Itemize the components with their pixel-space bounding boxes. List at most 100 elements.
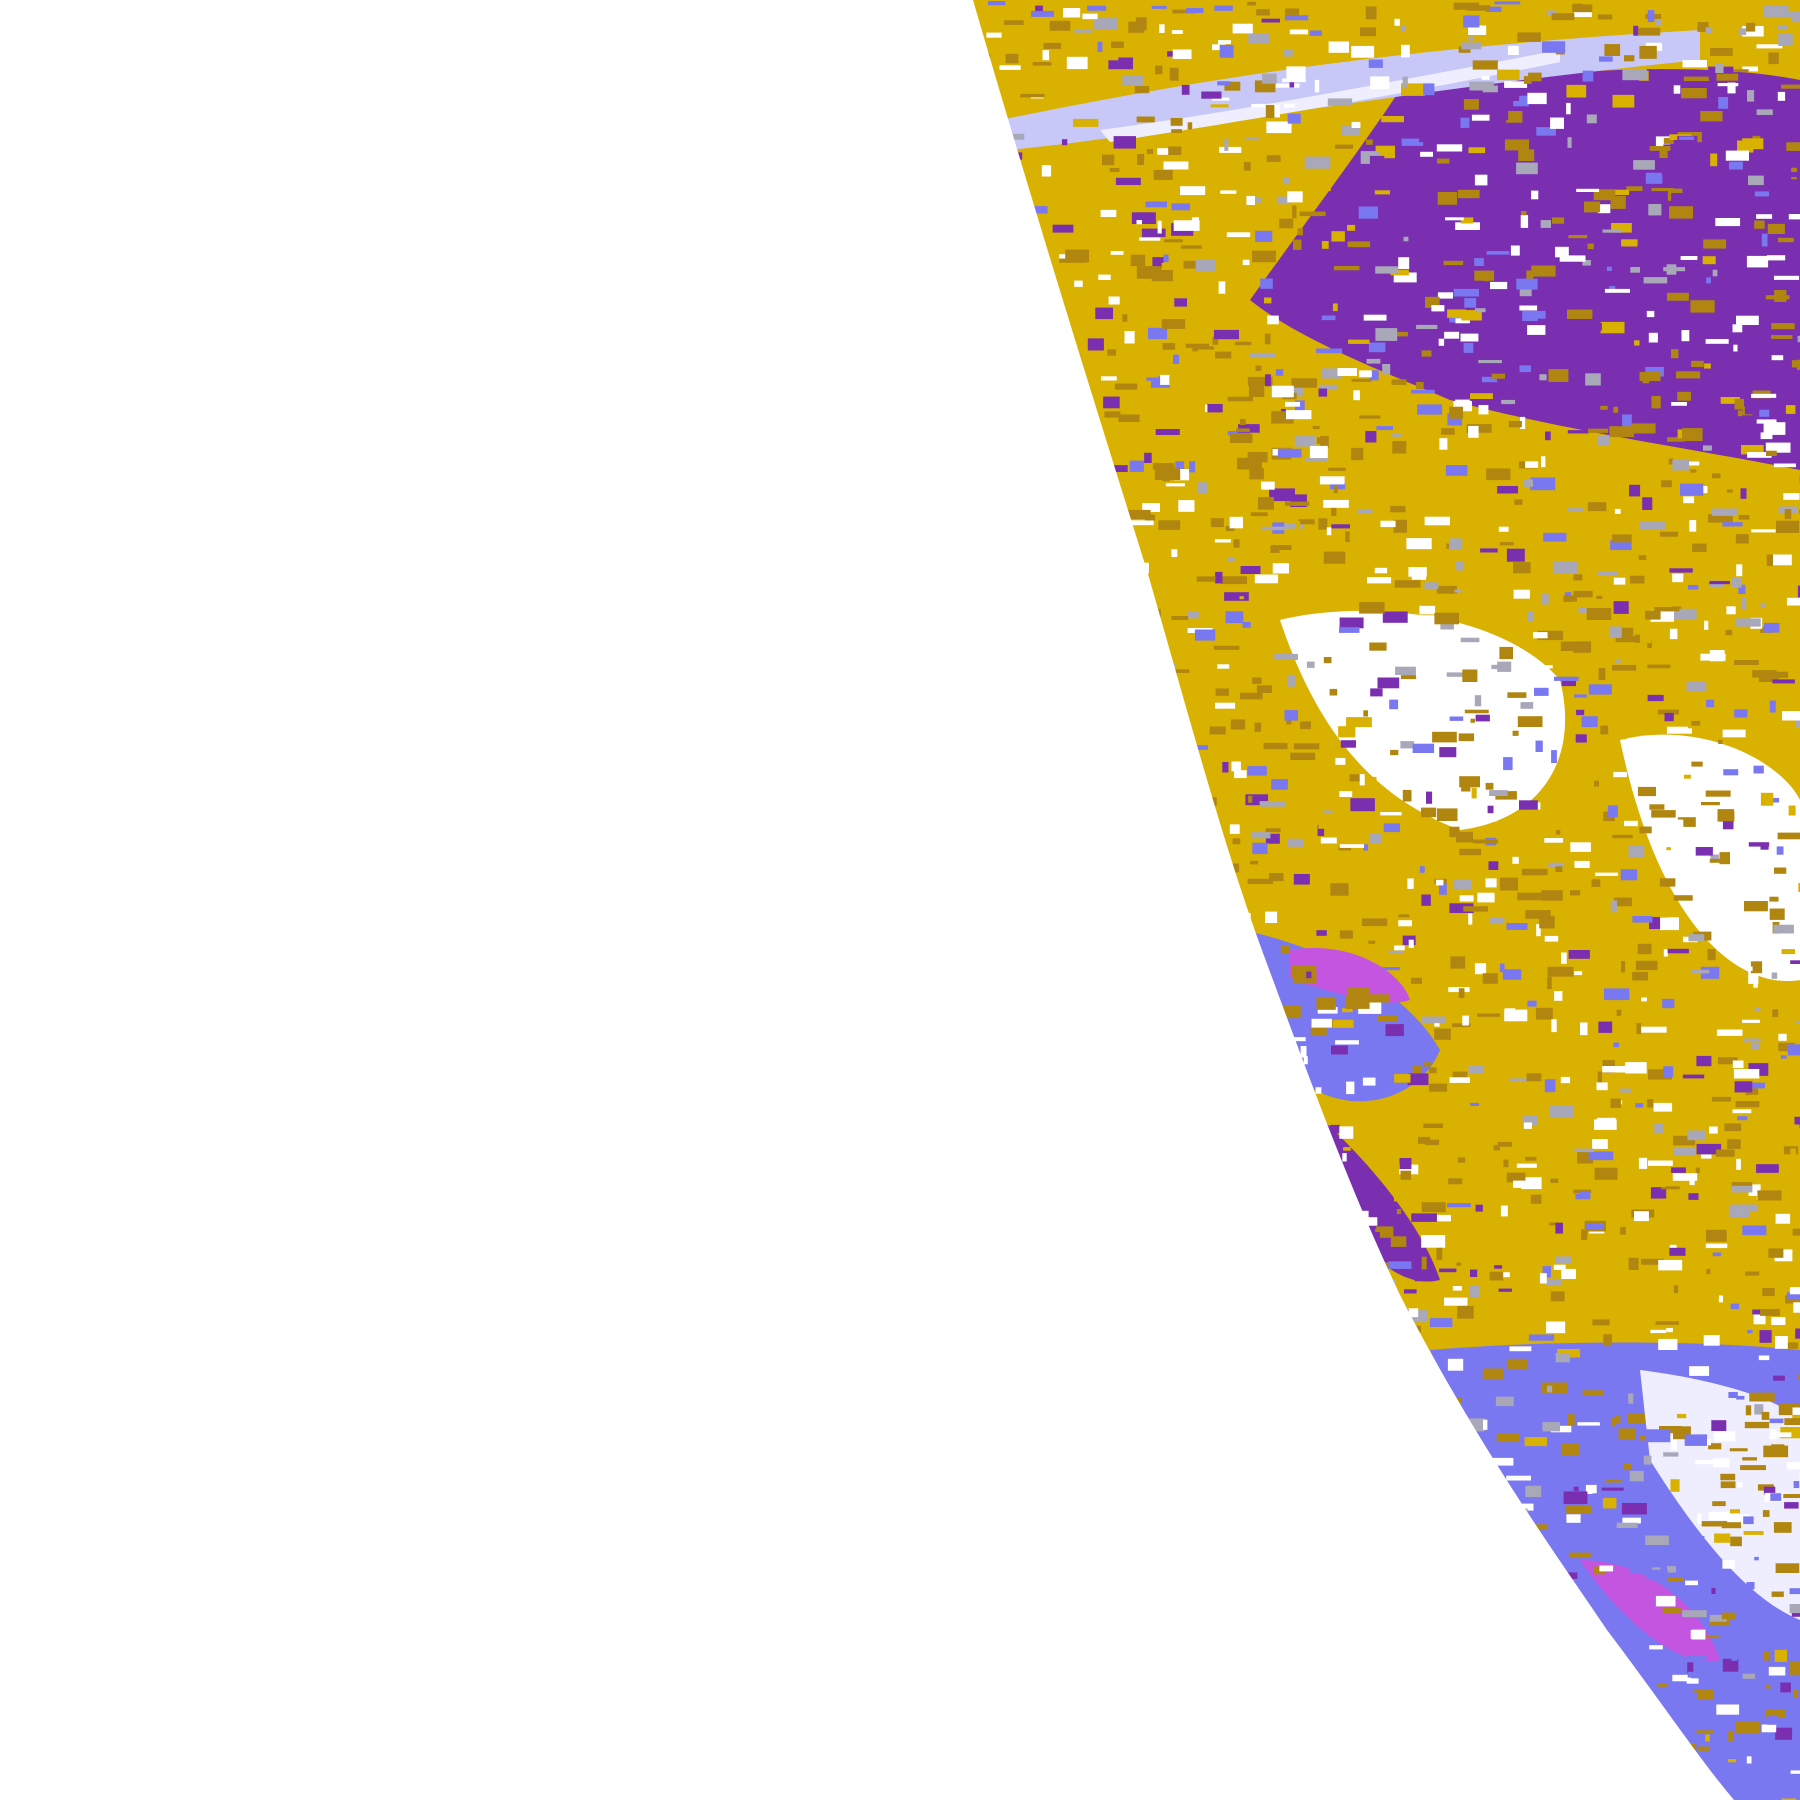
pixel-patch [1453,879,1472,890]
pixel-patch [1582,260,1591,266]
pixel-patch [1680,483,1704,496]
pixel-patch [1611,1417,1616,1427]
pixel-patch [1516,1163,1537,1168]
pixel-patch [1512,730,1519,736]
pixel-patch [1705,1734,1710,1742]
pixel-patch [1663,949,1668,957]
pixel-patch [1663,137,1674,144]
pixel-patch [1500,1205,1508,1217]
pixel-patch [1709,581,1730,585]
pixel-patch [1667,437,1685,442]
pixel-patch [1530,477,1556,491]
pixel-patch [1318,816,1328,829]
pixel-patch [1786,597,1800,606]
pixel-patch [1762,1510,1770,1517]
pixel-patch [1395,666,1416,675]
pixel-patch [1580,1022,1588,1036]
pixel-patch [1376,1226,1394,1238]
pixel-patch [1715,1128,1721,1140]
pixel-patch [1789,1287,1800,1295]
pixel-patch [1538,665,1553,669]
pixel-patch [1265,104,1275,118]
pixel-patch [1629,484,1641,497]
pixel-patch [1227,431,1250,436]
pixel-patch [1231,761,1241,772]
pixel-patch [1182,599,1207,605]
pixel-patch [1342,1008,1353,1013]
pixel-patch [1357,776,1377,781]
pixel-patch [996,89,1011,96]
pixel-patch [1408,939,1414,948]
pixel-patch [1741,816,1759,824]
pixel-patch [1520,416,1526,429]
pixel-patch [1613,601,1629,614]
pixel-patch [1474,695,1482,707]
pixel-patch [1704,363,1711,369]
pixel-patch [1671,1439,1677,1451]
pixel-patch [1424,1139,1440,1146]
pixel-patch [1753,156,1776,161]
pixel-patch [1671,1167,1686,1173]
pixel-patch [1264,297,1272,304]
pixel-patch [1513,562,1531,574]
pixel-patch [1599,56,1613,62]
pixel-patch [1439,1268,1457,1273]
pixel-patch [1612,834,1633,839]
pixel-patch [1239,596,1244,600]
pixel-patch [1186,8,1204,13]
pixel-patch [1555,1256,1572,1264]
pixel-patch [1491,373,1505,379]
pixel-patch [1459,351,1466,356]
pixel-patch [1394,580,1421,588]
pixel-patch [1103,396,1120,409]
pixel-patch [1555,1222,1563,1234]
pixel-patch [1486,6,1502,12]
pixel-patch [1728,12,1740,20]
pixel-patch [1735,618,1761,627]
pixel-patch [1774,275,1800,280]
pixel-patch [1778,1342,1799,1349]
magenta-zone-mid [1290,948,1410,1003]
pixel-patch [1157,148,1173,155]
pixel-patch [1513,95,1529,107]
pixel-patch [1746,1756,1752,1764]
pixel-patch [1411,389,1435,394]
pixel-patch [1284,501,1310,506]
pixel-patch [1582,70,1594,82]
pixel-patch [1230,719,1246,730]
pixel-patch [1374,567,1388,574]
pixel-patch [1363,844,1369,851]
pixel-patch [1390,505,1406,513]
pixel-patch [1468,913,1473,925]
pixel-patch [1586,608,1612,620]
pixel-patch [1365,908,1392,916]
pixel-patch [1767,223,1785,234]
pixel-patch [1756,1164,1779,1173]
pixel-patch [1792,1228,1800,1236]
pixel-patch [1606,1479,1622,1483]
pixel-patch [1547,976,1552,990]
pixel-patch [1370,688,1383,697]
pixel-patch [1623,1463,1632,1471]
pixel-patch [1715,218,1741,227]
pixel-patch [1207,404,1223,413]
pixel-patch [1514,499,1523,505]
pixel-patch [1706,699,1715,708]
pixel-patch [1504,81,1528,88]
pixel-patch [1164,239,1183,243]
pixel-patch [1597,204,1611,214]
pixel-patch [1726,606,1736,615]
pixel-patch [1577,1422,1600,1426]
pixel-patch [1456,1262,1462,1266]
pixel-patch [1639,371,1661,382]
pixel-patch [1672,573,1684,583]
pixel-patch [1712,528,1724,540]
pixel-patch [1333,266,1360,271]
pixel-patch [1222,762,1229,773]
pixel-patch [1691,761,1703,767]
pixel-patch [1672,819,1684,830]
pixel-patch [1298,519,1315,525]
pixel-patch [1666,264,1677,275]
pixel-patch [1314,79,1320,93]
pixel-patch [1567,508,1584,512]
